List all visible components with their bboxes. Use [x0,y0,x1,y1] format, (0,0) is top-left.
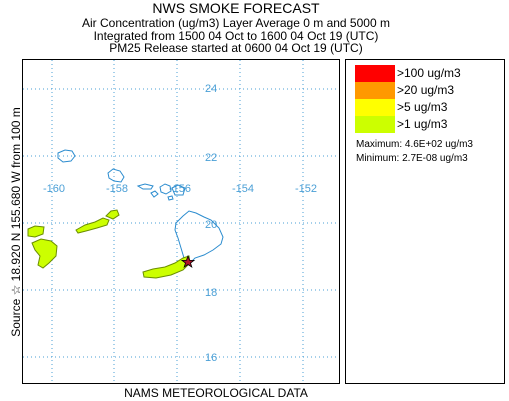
lanai-outline [150,190,159,198]
legend-item: >5 ug/m3 [355,99,500,116]
plume-patch-oahu [75,217,110,234]
graticule [23,60,339,383]
lat-label: 18 [205,287,217,299]
oahu-outline [107,168,125,183]
plume-patch-big-island [142,255,191,279]
maui-west-outline [159,183,172,195]
plume-patch-west [31,238,58,269]
maui-east-outline [171,184,186,196]
minimum-value: Minimum: 2.7E-08 ug/m3 [356,153,468,164]
big-island-outline [174,210,224,268]
lon-label: -158 [106,183,128,195]
legend-swatch-lime [355,116,395,133]
legend-item: >20 ug/m3 [355,82,500,99]
legend-label: >20 ug/m3 [397,83,455,97]
map-frame: 24 22 20 18 16 -160 -158 -156 -154 -152 [22,59,340,384]
legend-panel: >100 ug/m3 >20 ug/m3 >5 ug/m3 >1 ug/m3 M… [345,59,505,384]
lon-label: -152 [295,183,317,195]
meteorological-data-label: NAMS METEOROLOGICAL DATA [124,386,308,400]
lon-label: -160 [43,183,65,195]
lat-label: 20 [205,219,217,231]
molokai-outline [136,183,154,190]
lat-label: 16 [205,352,217,364]
smoke-plumes [27,209,191,279]
plume-patch-far-west [27,225,45,238]
source-star [180,254,196,268]
legend-label: >5 ug/m3 [397,100,448,114]
maximum-value: Maximum: 4.6E+02 ug/m3 [356,139,473,150]
kahoolawe-outline [167,195,174,201]
subtitle-release-time: PM25 Release started at 0600 04 Oct 19 (… [109,41,363,55]
lon-label: -154 [232,183,254,195]
map-title: NWS SMOKE FORECAST [152,0,320,16]
legend-swatch-orange [355,82,395,99]
legend-label: >100 ug/m3 [397,66,461,80]
source-location-label: Source ☆ 18.920 N 155.680 W from 100 m [9,107,23,337]
lon-label: -156 [169,183,191,195]
lat-label: 24 [205,83,217,95]
subtitle-integration-period: Integrated from 1500 04 Oct to 1600 04 O… [93,29,379,43]
subtitle-concentration: Air Concentration (ug/m3) Layer Average … [82,16,390,30]
smoke-map: 24 22 20 18 16 -160 -158 -156 -154 -152 [23,60,339,383]
lat-label: 22 [205,152,217,164]
legend-item: >100 ug/m3 [355,65,500,82]
kauai-outline [57,149,76,163]
star-icon [180,254,196,268]
legend-label: >1 ug/m3 [397,117,448,131]
legend-swatch-red [355,65,395,82]
legend-item: >1 ug/m3 [355,116,500,133]
coastlines [57,149,224,268]
plume-patch-north [105,209,120,220]
legend-swatch-yellow [355,99,395,116]
